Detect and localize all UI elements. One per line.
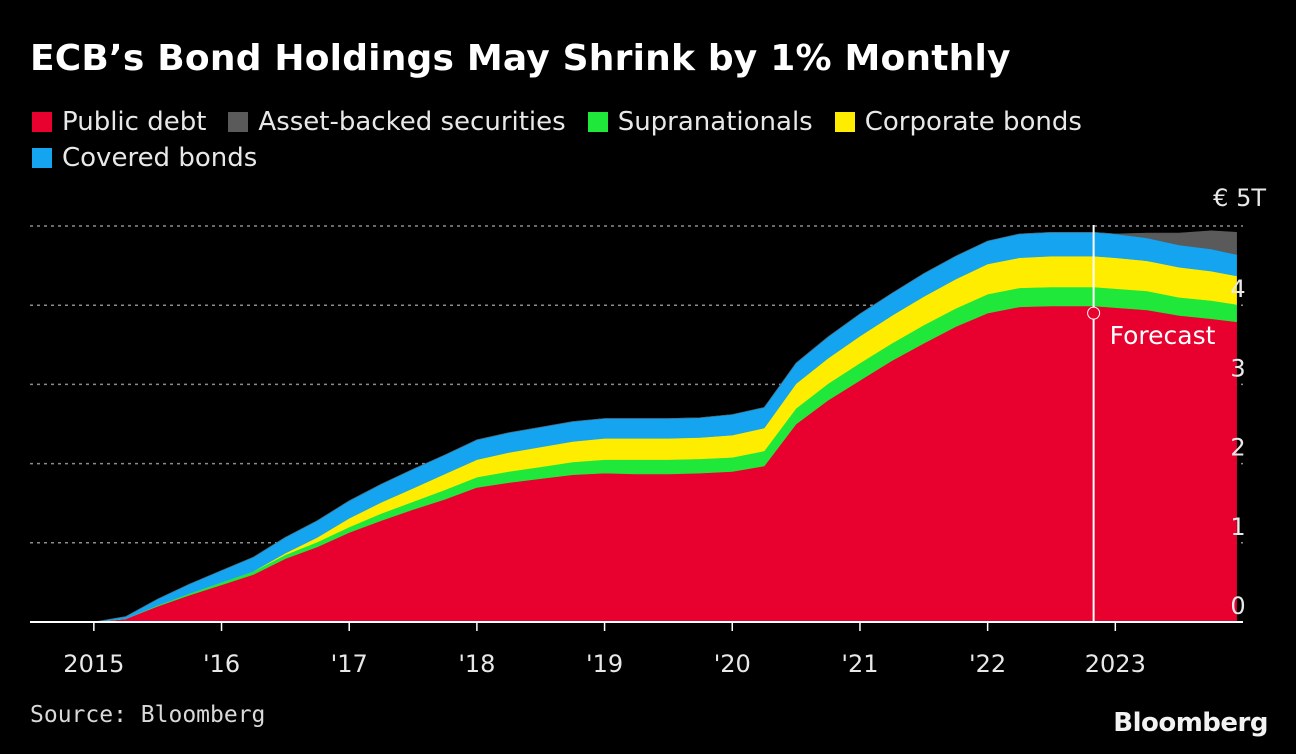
x-tick-label: 2023	[1085, 650, 1146, 678]
x-tick-label: '19	[586, 650, 623, 678]
legend-item-supranationals: Supranationals	[587, 107, 813, 137]
axes: 2015 '16 '17 '18 '19 '20 '21 '22 2023 0 1 2 3 4 € 5T	[30, 184, 1266, 678]
area-asset-backed-securities	[93, 230, 1237, 623]
y-tick-label: 4	[1230, 275, 1245, 303]
legend-label-corporate-bonds: Corporate bonds	[864, 107, 1082, 137]
x-tick-label: '18	[458, 650, 495, 678]
legend-label-public-debt: Public debt	[62, 107, 207, 137]
legend-item-asset-backed-securities: Asset-backed securities	[228, 107, 566, 137]
y-tick-label: 1	[1230, 513, 1245, 541]
legend-item-public-debt: Public debt	[32, 107, 207, 137]
x-tick-label: '21	[841, 650, 878, 678]
legend-swatch-asset-backed-securities	[228, 112, 249, 132]
brand-logo: Bloomberg	[1113, 708, 1268, 738]
legend-swatch-supranationals	[587, 112, 608, 132]
x-tick-label: '22	[969, 650, 1006, 678]
legend-label-asset-backed-securities: Asset-backed securities	[258, 107, 566, 137]
y-tick-label: 3	[1230, 354, 1245, 382]
source-note: Source: Bloomberg	[30, 702, 266, 728]
legend-label-covered-bonds: Covered bonds	[62, 143, 258, 173]
legend-label-supranationals: Supranationals	[617, 107, 813, 137]
forecast-label: Forecast	[1110, 321, 1216, 350]
forecast-annotation: Forecast	[1087, 225, 1216, 622]
legend-item-corporate-bonds: Corporate bonds	[834, 107, 1082, 137]
legend-item-covered-bonds: Covered bonds	[32, 143, 258, 173]
legend: Public debt Asset-backed securities Supr…	[32, 107, 1152, 173]
x-tick-label: '20	[714, 650, 751, 678]
x-tick-label: '17	[331, 650, 368, 678]
y-tick-label: 0	[1230, 592, 1245, 620]
area-series	[93, 230, 1237, 623]
x-tick-label: 2015	[63, 650, 124, 678]
chart-title: ECB’s Bond Holdings May Shrink by 1% Mon…	[30, 38, 1011, 79]
legend-swatch-corporate-bonds	[834, 112, 855, 132]
forecast-marker	[1087, 306, 1101, 320]
y-axis-unit-label: € 5T	[1213, 184, 1266, 212]
legend-swatch-public-debt	[32, 112, 52, 132]
x-tick-label: '16	[203, 650, 240, 678]
legend-swatch-covered-bonds	[32, 148, 52, 168]
y-tick-label: 2	[1230, 434, 1245, 462]
